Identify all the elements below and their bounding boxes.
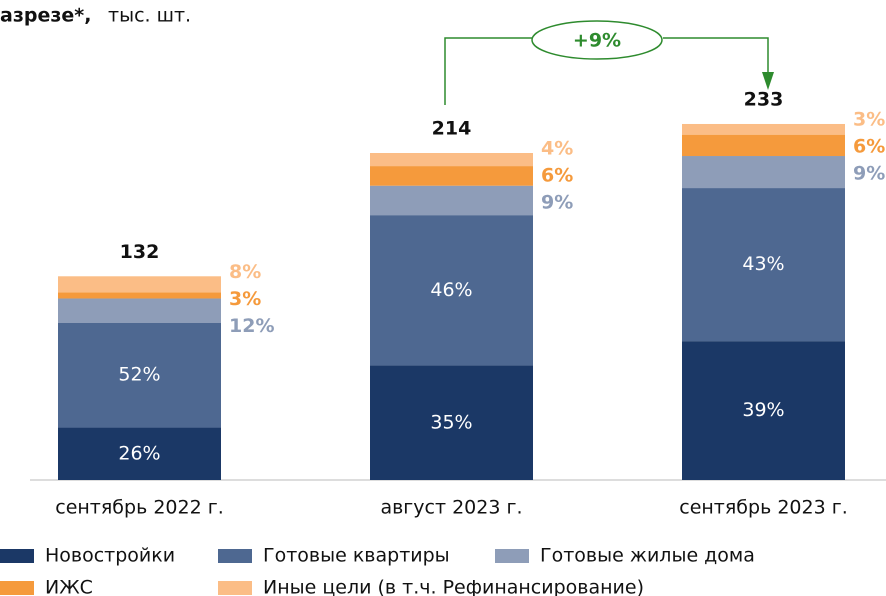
bar-segment <box>58 427 221 480</box>
legend-swatch <box>218 549 252 563</box>
value-label: 8% <box>229 261 261 283</box>
value-label: 26% <box>118 442 160 464</box>
bar-segment <box>58 322 221 428</box>
value-label: 43% <box>742 253 784 275</box>
bar-segment <box>682 134 845 157</box>
x-tick-label: сентябрь 2022 г. <box>55 497 224 519</box>
total-label: 233 <box>744 88 784 110</box>
legend-swatch <box>0 581 34 595</box>
value-label: 46% <box>430 279 472 301</box>
value-label: 3% <box>853 108 885 130</box>
value-label: 6% <box>853 135 885 157</box>
x-tick-label: август 2023 г. <box>380 497 522 519</box>
total-label: 214 <box>432 118 472 140</box>
legend-label: Готовые жилые дома <box>540 545 755 567</box>
annotation: +9% <box>573 30 621 52</box>
value-label: 4% <box>541 138 573 160</box>
total-label: 132 <box>120 241 160 263</box>
value-label: 9% <box>541 192 573 214</box>
annotation-arrow <box>762 72 774 90</box>
bar-segment <box>370 166 533 186</box>
bar-segment <box>370 185 533 216</box>
bar-segment <box>370 365 533 480</box>
legend-swatch <box>218 581 252 595</box>
legend-label: ИЖС <box>45 577 93 596</box>
chart-title: азрезе*, <box>0 5 91 27</box>
bar-segment <box>682 156 845 189</box>
bar-segment <box>682 188 845 342</box>
value-label: 3% <box>229 288 261 310</box>
bar-segment <box>370 215 533 366</box>
bar-segment <box>370 153 533 167</box>
value-label: 6% <box>541 165 573 187</box>
annotation-bracket <box>663 37 769 75</box>
value-label: 12% <box>229 315 274 337</box>
bar-segment <box>58 276 221 293</box>
legend-swatch <box>495 549 529 563</box>
bar-segment <box>58 298 221 323</box>
value-label: 39% <box>742 399 784 421</box>
value-label: 9% <box>853 162 885 184</box>
bar-segment <box>682 341 845 480</box>
bar-segment <box>682 123 845 135</box>
legend-label: Готовые квартиры <box>263 545 450 567</box>
legend-swatch <box>0 549 34 563</box>
legend-label: Новостройки <box>45 545 175 567</box>
annotation-bracket <box>444 37 532 105</box>
bar-segment <box>58 292 221 299</box>
value-label: 52% <box>118 364 160 386</box>
x-tick-label: сентябрь 2023 г. <box>679 497 848 519</box>
value-label: 35% <box>430 411 472 433</box>
chart-subtitle: тыс. шт. <box>108 5 191 27</box>
annotation-oval <box>531 20 663 60</box>
legend-label: Иные цели (в т.ч. Рефинансирование) <box>263 577 644 596</box>
